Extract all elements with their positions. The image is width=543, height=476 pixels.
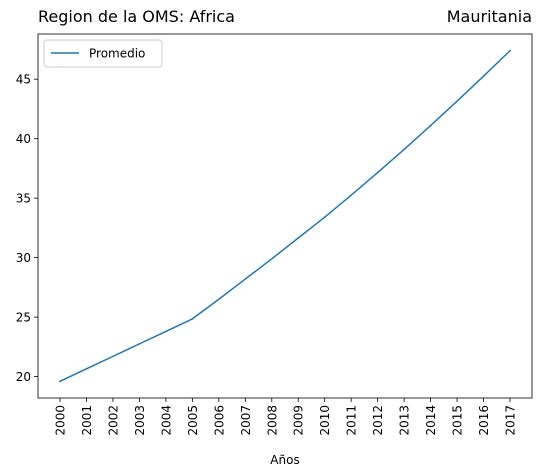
data-point-2007 bbox=[244, 278, 247, 280]
x-tick-label-2011: 2011 bbox=[345, 405, 359, 436]
data-point-2004 bbox=[165, 330, 167, 333]
x-tick-label-2014: 2014 bbox=[424, 405, 438, 436]
x-tick-label-2015: 2015 bbox=[451, 405, 465, 436]
data-point-2002 bbox=[112, 355, 114, 358]
chart-title-right: Mauritania bbox=[446, 7, 532, 26]
data-point-2010 bbox=[323, 216, 326, 218]
y-tick-label-20: 20 bbox=[16, 370, 31, 384]
data-point-2011 bbox=[350, 194, 352, 196]
x-tick-label-2006: 2006 bbox=[212, 405, 226, 436]
x-tick-label-2010: 2010 bbox=[318, 405, 332, 436]
y-tick-label-30: 30 bbox=[16, 251, 31, 265]
series-group bbox=[59, 49, 512, 383]
x-tick-label-2004: 2004 bbox=[159, 405, 173, 436]
data-point-2015 bbox=[456, 100, 458, 103]
x-tick-label-2017: 2017 bbox=[504, 405, 518, 436]
x-tick-label-2013: 2013 bbox=[398, 405, 412, 436]
x-tick-label-2001: 2001 bbox=[80, 405, 94, 436]
data-point-2012 bbox=[376, 171, 379, 174]
y-axis: 20 25 30 35 40 45 bbox=[16, 73, 38, 384]
data-point-2016 bbox=[482, 75, 485, 78]
y-tick-label-35: 35 bbox=[16, 192, 31, 206]
data-point-2000 bbox=[59, 380, 61, 383]
legend-label-promedio: Promedio bbox=[89, 47, 145, 61]
x-tick-label-2016: 2016 bbox=[477, 405, 491, 436]
legend: Promedio bbox=[43, 39, 163, 68]
x-tick-label-2008: 2008 bbox=[265, 405, 279, 436]
y-tick-label-25: 25 bbox=[16, 311, 31, 325]
x-tick-label-2000: 2000 bbox=[54, 405, 68, 436]
series-line-promedio bbox=[59, 49, 512, 383]
data-point-2006 bbox=[218, 298, 220, 301]
y-tick-label-45: 45 bbox=[16, 73, 31, 87]
data-point-2005 bbox=[191, 318, 194, 320]
x-tick-label-2009: 2009 bbox=[292, 405, 306, 436]
x-axis-label: Años bbox=[270, 453, 299, 467]
legend-box bbox=[43, 39, 163, 68]
x-tick-label-2012: 2012 bbox=[371, 405, 385, 436]
x-tick-label-2003: 2003 bbox=[133, 405, 147, 436]
x-tick-label-2007: 2007 bbox=[239, 405, 253, 436]
chart-title-left: Region de la OMS: Africa bbox=[38, 7, 235, 26]
data-point-2001 bbox=[85, 368, 88, 370]
plot-area bbox=[37, 33, 533, 399]
data-point-2003 bbox=[138, 343, 141, 345]
data-point-2009 bbox=[297, 237, 300, 239]
data-point-2013 bbox=[403, 148, 405, 151]
data-point-2017 bbox=[509, 49, 511, 52]
x-axis: 2000 2001 2002 2003 2004 2005 2006 2007 2008 2009… bbox=[54, 398, 518, 436]
data-point-2008 bbox=[270, 258, 273, 260]
data-point-2014 bbox=[429, 124, 432, 127]
x-tick-label-2005: 2005 bbox=[186, 405, 200, 436]
y-tick-label-40: 40 bbox=[16, 132, 31, 146]
x-tick-label-2002: 2002 bbox=[106, 405, 120, 436]
